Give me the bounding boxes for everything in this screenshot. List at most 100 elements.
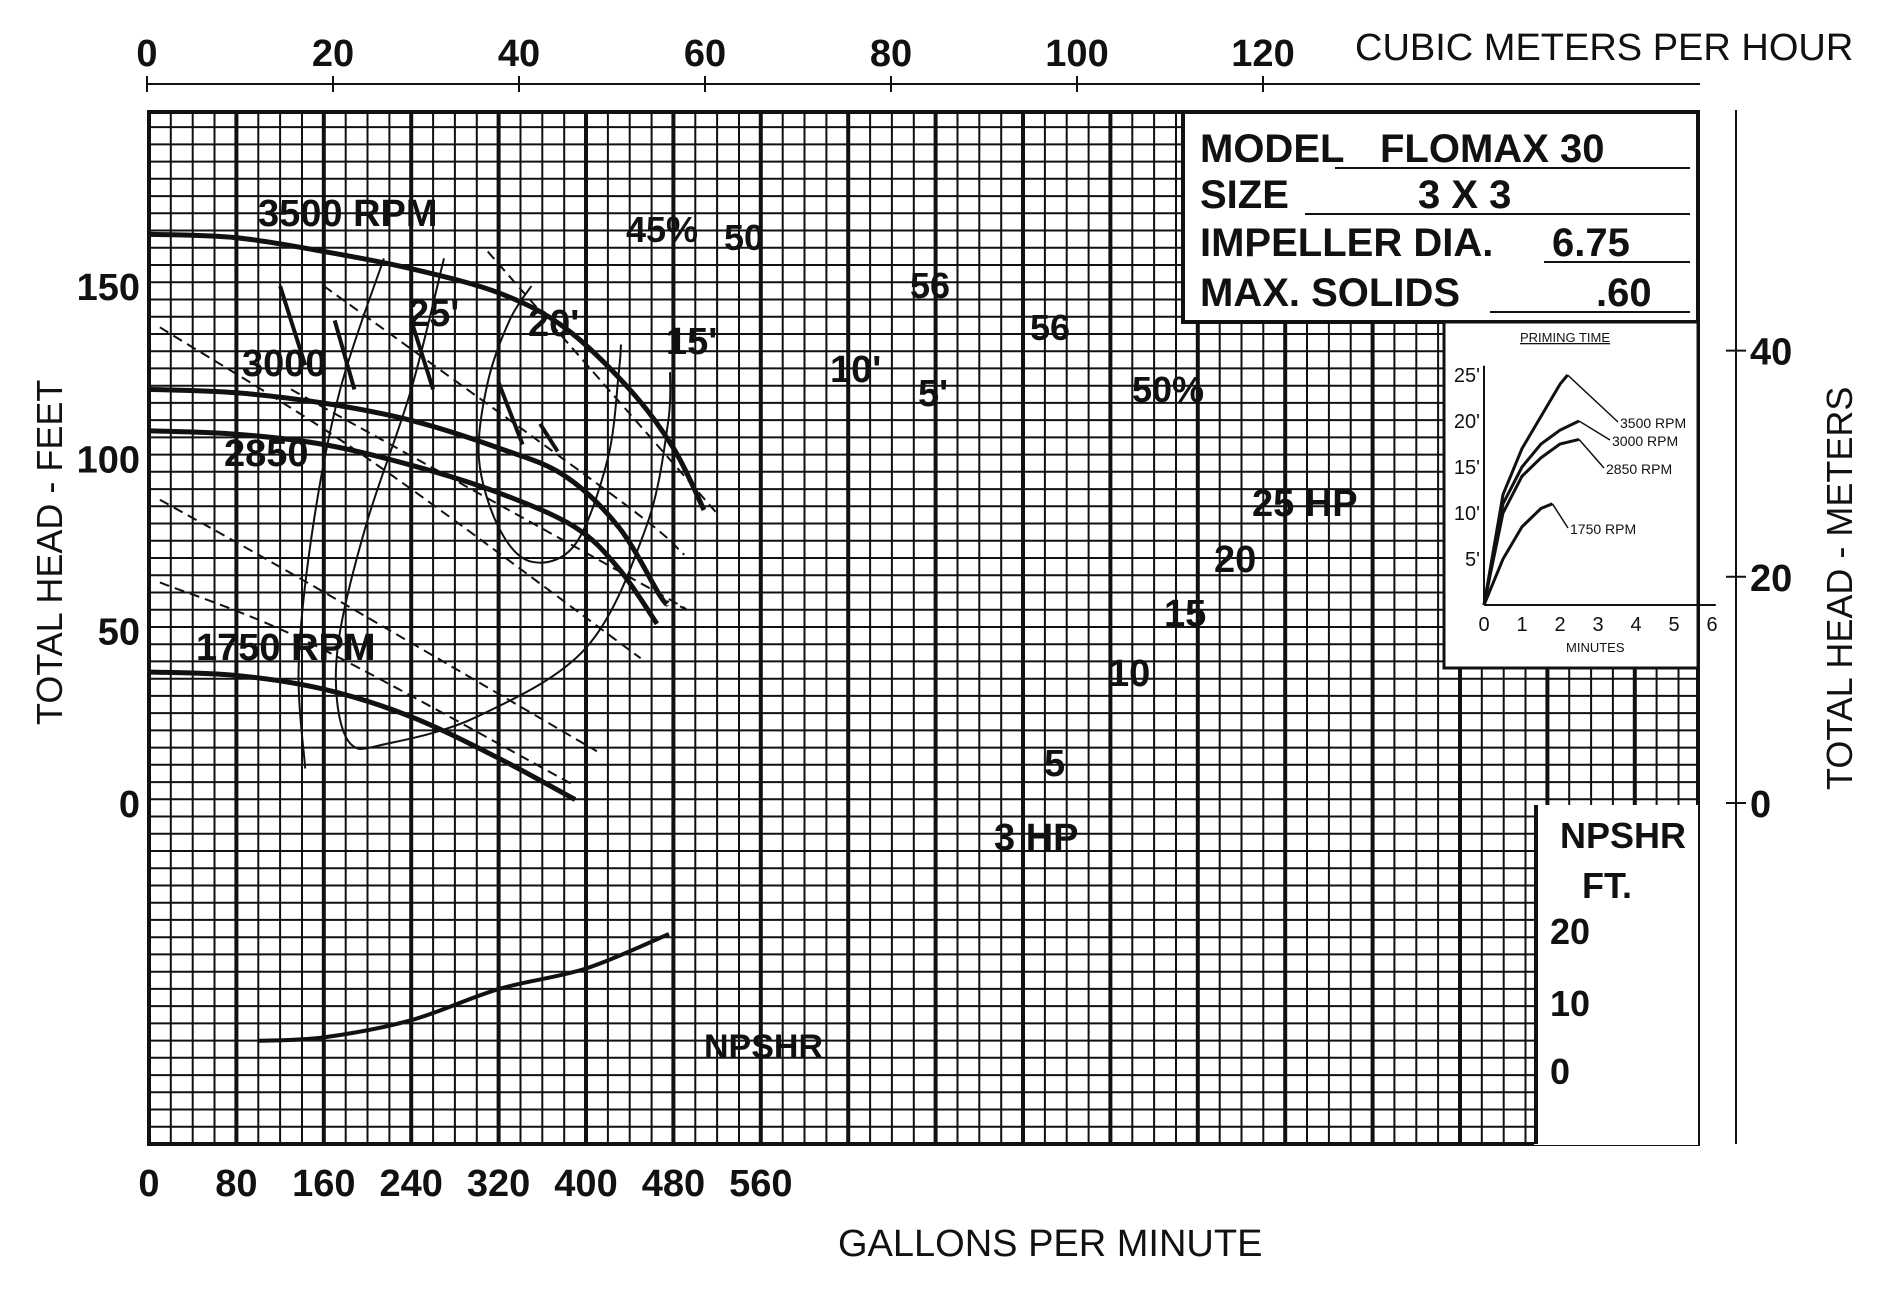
- top-tick-label: 80: [870, 33, 912, 75]
- info-key: IMPELLER DIA.: [1200, 221, 1493, 265]
- top-axis-ticks: 0 20 40 60 80 100 120: [136, 33, 1295, 92]
- bottom-tick-label: 480: [642, 1163, 705, 1205]
- info-value: .60: [1596, 271, 1652, 315]
- rpm-curve-label: 1750 RPM: [196, 627, 376, 669]
- right-tick-label: 0: [1750, 784, 1771, 826]
- hp-line: [159, 326, 642, 660]
- inset-x-tick: 0: [1478, 614, 1489, 636]
- left-tick-label: 50: [98, 612, 140, 654]
- npshr-tick-label: 0: [1550, 1051, 1570, 1092]
- inset-y-tick: 15': [1454, 457, 1480, 479]
- npshr-axis-title: NPSHR: [1560, 815, 1686, 856]
- bottom-tick-label: 560: [729, 1163, 792, 1205]
- inset-series-line: [1482, 502, 1553, 606]
- top-axis-title: CUBIC METERS PER HOUR: [1355, 27, 1853, 69]
- right-axis-title: TOTAL HEAD - METERS: [1819, 387, 1860, 790]
- info-box: [1181, 110, 1700, 324]
- inset-series-label: 1750 RPM: [1570, 521, 1636, 537]
- hp-line-label: 10: [1108, 653, 1150, 695]
- inset-leader: [1551, 503, 1569, 529]
- hp-line-label: 25 HP: [1252, 483, 1358, 525]
- right-tick-label: 20: [1750, 558, 1792, 600]
- rpm-curve: [148, 386, 671, 607]
- bottom-tick-label: 320: [467, 1163, 530, 1205]
- priming-inset-title: PRIMING TIME: [1520, 330, 1610, 345]
- info-value: 3 X 3: [1418, 173, 1511, 217]
- inset-x-tick: 1: [1516, 614, 1527, 636]
- efficiency-curve: [477, 285, 622, 564]
- suction-lift-mark: [278, 285, 308, 366]
- priming-inset-xlabel: MINUTES: [1566, 640, 1625, 655]
- inset-y-tick: 25': [1454, 365, 1480, 387]
- hp-line-label: 5: [1044, 743, 1065, 785]
- inset-series-label: 3500 RPM: [1620, 415, 1686, 431]
- hp-line: [159, 581, 576, 787]
- left-axis-title: TOTAL HEAD - FEET: [29, 380, 70, 725]
- top-tick-label: 0: [136, 33, 157, 75]
- hp-line-label: 15: [1164, 593, 1206, 635]
- bottom-axis-title: GALLONS PER MINUTE: [838, 1223, 1262, 1265]
- inset-y-tick: 5': [1465, 549, 1480, 571]
- bottom-tick-label: 240: [379, 1163, 442, 1205]
- inset-x-tick: 2: [1554, 614, 1565, 636]
- npshr-axis-bg: [1534, 805, 1698, 1145]
- top-tick-label: 100: [1045, 33, 1108, 75]
- bottom-tick-label: 160: [292, 1163, 355, 1205]
- npshr-tick-label: 20: [1550, 911, 1590, 952]
- inset-leader: [1567, 374, 1619, 423]
- hp-line-label: 20: [1214, 539, 1256, 581]
- left-tick-label: 0: [119, 784, 140, 826]
- hp-line-label: 3 HP: [994, 817, 1078, 859]
- efficiency-curve: [334, 258, 672, 750]
- info-key: MAX. SOLIDS: [1200, 271, 1460, 315]
- right-axis-ticks: 0 20 40: [1726, 332, 1792, 826]
- priming-inset: [1442, 320, 1700, 670]
- rpm-curve-label: 3500 RPM: [258, 193, 438, 235]
- info-value: 6.75: [1552, 221, 1630, 265]
- inset-leader: [1578, 420, 1611, 441]
- inset-y-tick: 20': [1454, 411, 1480, 433]
- top-tick-label: 120: [1231, 33, 1294, 75]
- bottom-axis-ticks: 0 80 160 240 320 400 480 560: [138, 1163, 792, 1205]
- inset-leader: [1578, 438, 1605, 469]
- inset-x-tick: 6: [1706, 614, 1717, 636]
- inset-series-line: [1482, 437, 1580, 606]
- inset-y-tick: 10': [1454, 503, 1480, 525]
- hp-line: [159, 498, 598, 753]
- right-tick-label: 40: [1750, 332, 1792, 374]
- efficiency-curve: [297, 258, 385, 769]
- npshr-tick-label: 10: [1550, 983, 1590, 1024]
- suction-lift-label: 5': [918, 373, 948, 415]
- top-tick-label: 20: [312, 33, 354, 75]
- inset-x-tick: 3: [1592, 614, 1603, 636]
- npshr-axis-unit: FT.: [1582, 865, 1632, 906]
- hp-line: [486, 250, 718, 515]
- top-tick-label: 40: [498, 33, 540, 75]
- efficiency-label: 45%: [626, 209, 698, 250]
- info-value: FLOMAX 30: [1380, 127, 1604, 171]
- suction-lift-label: 10': [830, 349, 881, 391]
- top-tick-label: 60: [684, 33, 726, 75]
- efficiency-label: 50%: [1132, 369, 1204, 410]
- npshr-curve: [258, 932, 670, 1043]
- priming-inset-plot: 0 1 2 3 4 5 6 25' 20' 15' 10' 5' 3500 RPM 3000 RPM 285…: [1454, 365, 1718, 636]
- rpm-curve: [148, 669, 577, 802]
- left-axis-ticks: 0 50 100 150: [77, 267, 140, 826]
- npshr-axis-ticks: 20 10 0: [1550, 911, 1590, 1092]
- efficiency-label: 50: [724, 217, 764, 258]
- suction-lift-mark: [538, 422, 560, 453]
- bottom-tick-label: 0: [138, 1163, 159, 1205]
- hp-line: [290, 388, 687, 610]
- efficiency-label: 56: [1030, 307, 1070, 348]
- npshr-curve-label: NPSHR: [704, 1028, 823, 1066]
- suction-lift-label: 25': [408, 293, 459, 335]
- suction-lift-mark: [409, 319, 436, 391]
- bottom-tick-label: 80: [215, 1163, 257, 1205]
- left-tick-label: 100: [77, 439, 140, 481]
- suction-lift-label: 15': [666, 321, 717, 363]
- rpm-curve-label: 2850: [224, 433, 309, 475]
- hp-line: [323, 285, 685, 556]
- suction-lift-mark: [332, 319, 357, 390]
